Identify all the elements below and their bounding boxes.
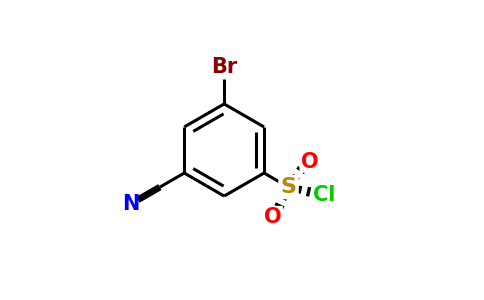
Text: N: N: [122, 194, 139, 214]
Text: Br: Br: [211, 57, 237, 77]
Text: O: O: [301, 152, 318, 172]
Text: Cl: Cl: [313, 184, 335, 205]
Text: O: O: [264, 207, 282, 227]
Text: S: S: [281, 177, 297, 197]
